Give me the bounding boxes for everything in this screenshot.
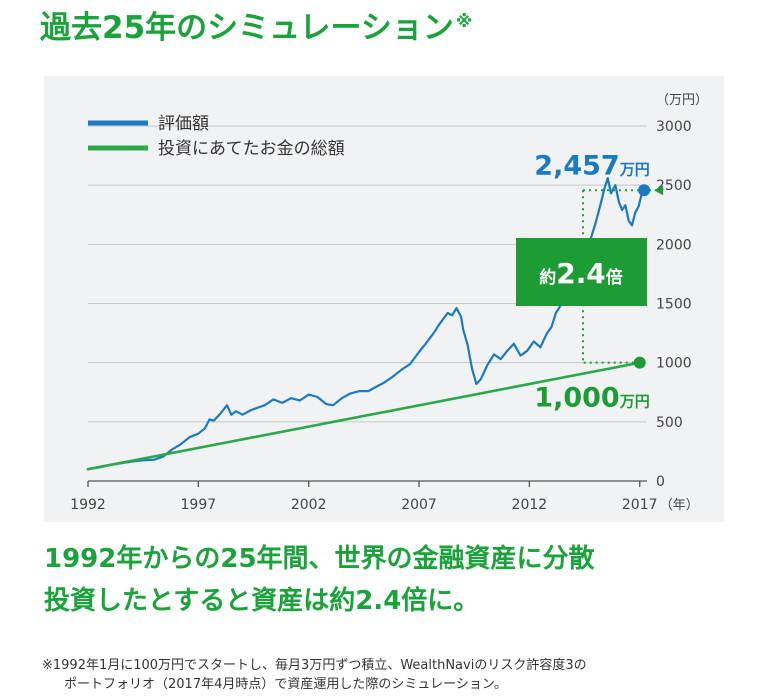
legend-label-2: 投資にあてたお金の総額 bbox=[158, 139, 345, 159]
invested-marker bbox=[633, 356, 646, 369]
x-tick-label-2002: 2002 bbox=[291, 497, 327, 513]
series-line-1 bbox=[86, 176, 646, 471]
y-tick-label-2000: 2000 bbox=[656, 237, 692, 253]
ratio-label: 約2.4倍 bbox=[539, 257, 623, 290]
y-axis-unit: （万円） bbox=[656, 93, 708, 108]
x-tick-label-1997: 1997 bbox=[181, 497, 217, 513]
footnote-line-1: ※1992年1月に100万円でスタートし、毎月3万円ずつ積立、WealthNav… bbox=[42, 658, 587, 673]
y-tick-label-0: 0 bbox=[656, 474, 665, 490]
x-tick-label-2012: 2012 bbox=[512, 497, 548, 513]
asset-growth-chart: 0 500 1000 1500 2000 2500 3000 1992 1997 2002 2007… bbox=[70, 93, 708, 513]
ratio-box bbox=[516, 238, 647, 306]
heading-note-mark: ※ bbox=[455, 11, 473, 32]
invested-value-label: 1,000万円 bbox=[534, 383, 649, 414]
final-value-label-unit: 万円 bbox=[619, 160, 650, 178]
x-tick-label-2007: 2007 bbox=[401, 497, 437, 513]
footnote: ※1992年1月に100万円でスタートし、毎月3万円ずつ積立、WealthNav… bbox=[42, 656, 587, 694]
ratio-prefix: 約 bbox=[539, 267, 556, 288]
invested-value-label-number: 1,000 bbox=[534, 383, 619, 414]
ratio-suffix: 倍 bbox=[606, 267, 623, 288]
chart-panel: 0 500 1000 1500 2000 2500 3000 1992 1997 2002 2007… bbox=[44, 76, 724, 522]
footnote-line-2: ポートフォリオ（2017年4月時点）で資産運用した際のシミュレーション。 bbox=[64, 677, 508, 692]
final-value-label-number: 2,457 bbox=[534, 150, 619, 181]
legend-label-1: 評価額 bbox=[158, 114, 209, 134]
y-tick-label-1500: 1500 bbox=[656, 297, 692, 313]
summary-text: 1992年からの25年間、世界の金融資産に分散 投資したとすると資産は約2.4倍… bbox=[44, 538, 595, 622]
heading-text: 過去25年のシミュレーション bbox=[40, 10, 454, 46]
page-heading: 過去25年のシミュレーション ※ bbox=[40, 2, 472, 47]
y-tick-label-2500: 2500 bbox=[656, 178, 692, 194]
y-tick-label-3000: 3000 bbox=[656, 119, 692, 135]
series-line-2 bbox=[86, 361, 642, 471]
summary-line-1: 1992年からの25年間、世界の金融資産に分散 bbox=[44, 544, 595, 574]
final-value-marker bbox=[638, 184, 651, 197]
x-tick-label-1992: 1992 bbox=[70, 497, 106, 513]
final-value-label: 2,457万円 bbox=[534, 150, 649, 181]
y-tick-label-500: 500 bbox=[656, 415, 683, 431]
x-axis-unit: （年） bbox=[660, 498, 699, 513]
x-tick-label-2017: 2017 bbox=[622, 497, 658, 513]
ratio-number: 2.4 bbox=[556, 257, 606, 290]
y-tick-label-1000: 1000 bbox=[656, 356, 692, 372]
summary-line-2: 投資したとすると資産は約2.4倍に。 bbox=[44, 586, 480, 616]
invested-value-label-unit: 万円 bbox=[619, 393, 650, 411]
final-arrowhead bbox=[654, 185, 664, 196]
